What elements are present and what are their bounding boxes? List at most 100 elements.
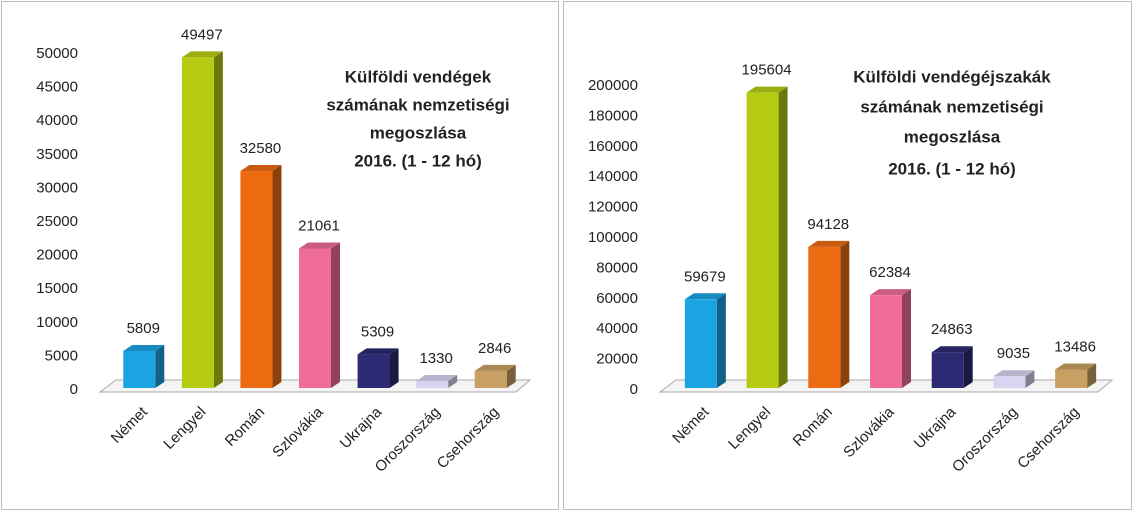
bar xyxy=(357,354,390,388)
bar-top xyxy=(993,370,1035,377)
y-tick-label: 160000 xyxy=(588,138,638,155)
data-label: 49497 xyxy=(181,26,223,43)
y-tick-label: 60000 xyxy=(596,290,638,307)
x-tick-label: Német xyxy=(108,403,152,447)
bar xyxy=(181,57,214,389)
x-tick-label: Csehország xyxy=(1014,404,1083,473)
bar-side xyxy=(1087,363,1097,388)
data-label: 62384 xyxy=(869,264,911,281)
bar-top xyxy=(240,165,282,172)
x-tick-label: Lengyel xyxy=(160,404,209,453)
y-tick-label: 20000 xyxy=(596,351,638,368)
data-label: 2846 xyxy=(478,340,511,357)
y-tick-label: 50000 xyxy=(36,45,78,62)
chart-title: megoszlása xyxy=(370,123,467,142)
data-label: 13486 xyxy=(1054,338,1096,355)
data-label: 32580 xyxy=(240,140,282,157)
y-tick-label: 30000 xyxy=(36,179,78,196)
x-tick-label: Német xyxy=(669,403,713,447)
bar-top xyxy=(474,364,516,371)
chart-title: Külföldi vendégek xyxy=(345,67,492,86)
y-tick-label: 0 xyxy=(70,381,78,398)
y-tick-label: 40000 xyxy=(36,112,78,129)
y-tick-label: 100000 xyxy=(588,229,638,246)
bar-top xyxy=(808,240,850,247)
y-tick-label: 20000 xyxy=(36,247,78,264)
bar xyxy=(808,246,841,388)
bar xyxy=(299,248,331,388)
y-tick-label: 10000 xyxy=(36,314,78,331)
bar xyxy=(240,171,273,388)
bar xyxy=(993,376,1026,388)
x-tick-label: Csehország xyxy=(434,404,503,473)
bar xyxy=(416,381,449,388)
bar-top xyxy=(123,344,165,351)
bar-side xyxy=(213,51,223,389)
data-label: 5809 xyxy=(127,320,160,337)
bar xyxy=(123,350,156,388)
bar-top xyxy=(299,242,340,249)
y-tick-label: 15000 xyxy=(36,280,78,297)
x-tick-label: Szlovákia xyxy=(840,403,898,461)
bar-top xyxy=(357,348,399,355)
chart-title: megoszlása xyxy=(904,127,1001,146)
panel-border xyxy=(1,1,559,510)
chart-title: számának nemzetiségi xyxy=(326,95,509,114)
bar-side xyxy=(840,240,850,388)
bar-side xyxy=(902,289,911,388)
chart-title: 2016. (1 - 12 hó) xyxy=(888,159,1016,178)
bar xyxy=(474,370,507,388)
y-tick-label: 5000 xyxy=(45,347,78,364)
bar-top xyxy=(1055,363,1097,370)
bar-side xyxy=(716,293,726,388)
data-label: 5309 xyxy=(361,323,394,340)
chart-title: 2016. (1 - 12 hó) xyxy=(354,151,482,170)
y-tick-label: 0 xyxy=(630,381,638,398)
bar-top xyxy=(181,51,223,58)
x-tick-label: Román xyxy=(222,404,268,450)
bar-side xyxy=(448,375,458,388)
data-label: 94128 xyxy=(807,216,849,233)
y-tick-label: 25000 xyxy=(36,213,78,230)
x-tick-label: Ukrajna xyxy=(911,403,960,452)
bar-side xyxy=(506,364,516,388)
data-label: 1330 xyxy=(419,350,452,367)
bar xyxy=(684,299,717,388)
bar-side xyxy=(1025,370,1035,388)
bar xyxy=(870,295,902,388)
bar xyxy=(746,92,779,389)
data-label: 195604 xyxy=(742,62,792,79)
data-label: 9035 xyxy=(997,345,1030,362)
panel-border xyxy=(563,1,1132,510)
y-tick-label: 40000 xyxy=(596,320,638,337)
bar-side xyxy=(963,346,973,388)
data-label: 21061 xyxy=(298,217,340,234)
chart-title: számának nemzetiségi xyxy=(860,97,1043,116)
bar-side xyxy=(389,348,399,388)
y-tick-label: 120000 xyxy=(588,199,638,216)
x-tick-label: Oroszország xyxy=(949,404,1021,476)
x-tick-label: Román xyxy=(790,404,836,450)
data-label: 24863 xyxy=(931,321,973,338)
bar xyxy=(931,352,964,388)
bar-top xyxy=(416,375,458,382)
chart-title: Külföldi vendégéjszakák xyxy=(853,67,1051,86)
bar-side xyxy=(331,242,340,388)
y-tick-label: 200000 xyxy=(588,77,638,94)
bar-top xyxy=(870,289,911,296)
bar-side xyxy=(272,165,282,388)
y-tick-label: 140000 xyxy=(588,168,638,185)
y-tick-label: 180000 xyxy=(588,107,638,124)
bar-side xyxy=(778,86,788,389)
bar-side xyxy=(155,344,165,388)
bar xyxy=(1055,369,1088,388)
x-tick-label: Lengyel xyxy=(725,404,774,453)
y-tick-label: 80000 xyxy=(596,259,638,276)
bar-top xyxy=(746,86,788,93)
bar-top xyxy=(684,293,726,300)
x-tick-label: Szlovákia xyxy=(269,403,327,461)
y-tick-label: 35000 xyxy=(36,146,78,163)
data-label: 59679 xyxy=(684,268,726,285)
x-tick-label: Ukrajna xyxy=(337,403,386,452)
